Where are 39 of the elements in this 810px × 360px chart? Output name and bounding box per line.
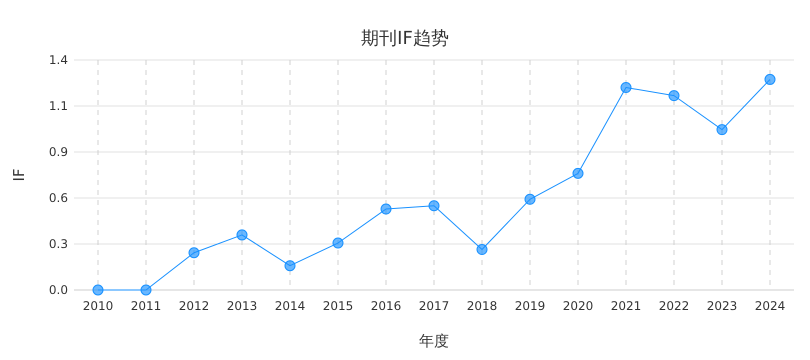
point: [716, 124, 728, 136]
point: [332, 238, 344, 249]
y-tick-label: 1.1: [48, 99, 68, 113]
x-tick-label: 2024: [754, 299, 786, 313]
point: [284, 260, 296, 272]
point: [380, 204, 392, 215]
x-tick-label: 2018: [466, 299, 498, 313]
chart-title: 期刊IF趋势: [361, 28, 449, 49]
y-axis-title: IF: [10, 168, 28, 182]
y-tick-label: 0.6: [48, 191, 68, 205]
point: [524, 194, 536, 205]
point: [620, 82, 632, 94]
x-tick-label: 2012: [178, 299, 210, 313]
x-tick-label: 2021: [610, 299, 642, 313]
x-tick-label: 2016: [370, 299, 402, 313]
point: [476, 244, 488, 256]
point: [92, 284, 104, 296]
point: [140, 284, 152, 296]
x-tick-label: 2010: [82, 299, 114, 313]
y-tick-label: 0.9: [48, 145, 68, 159]
x-tick-label: 2022: [658, 299, 690, 313]
point: [668, 90, 680, 102]
x-tick-label: 2011: [130, 299, 162, 313]
y-tick-label: 0.0: [48, 283, 68, 297]
point: [764, 74, 776, 85]
point: [236, 229, 248, 240]
x-tick-label: 2020: [562, 299, 594, 313]
x-tick-label: 2017: [418, 299, 450, 313]
point: [188, 247, 200, 258]
x-tick-label: 2015: [322, 299, 354, 313]
y-tick-label: 0.3: [48, 237, 68, 251]
y-tick-label: 1.4: [48, 53, 68, 67]
point: [428, 200, 440, 212]
x-tick-label: 2019: [514, 299, 546, 313]
x-tick-label: 2023: [706, 299, 738, 313]
x-tick-label: 2014: [274, 299, 306, 313]
point: [572, 168, 584, 179]
x-tick-label: 2013: [226, 299, 258, 313]
x-axis-title: 年度: [419, 332, 449, 350]
